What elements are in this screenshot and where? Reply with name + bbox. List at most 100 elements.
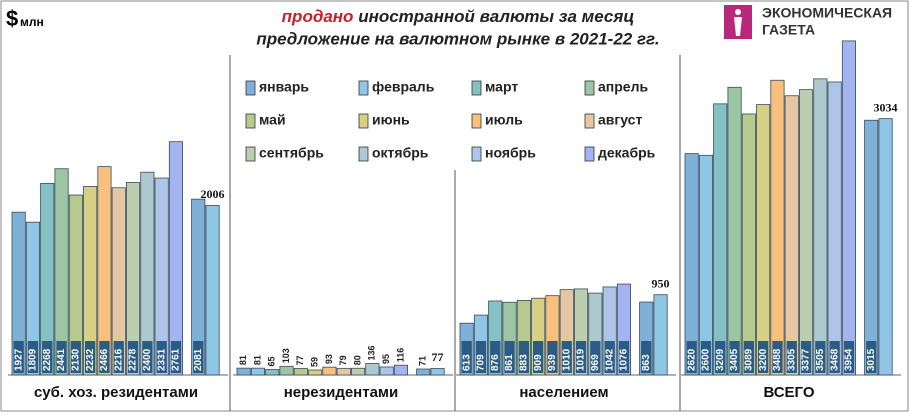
bar (813, 78, 828, 376)
value-label: 883 (518, 354, 529, 371)
value-label: 2081 (193, 348, 204, 371)
subtitle: предложение на валютном рынке в 2021-22 … (256, 29, 659, 48)
value-label-bg (518, 341, 529, 373)
legend-swatch (245, 80, 256, 96)
legend-label: декабрь (598, 145, 656, 161)
value-label: 950 (652, 276, 670, 290)
bar (25, 221, 40, 376)
value-label-bg (866, 341, 877, 373)
value-label: 77 (295, 355, 305, 365)
value-label-bg (686, 341, 697, 373)
title-text: иностранной валюты за месяц (358, 7, 634, 26)
bar (379, 366, 394, 376)
bar (205, 205, 220, 376)
legend-swatch (245, 146, 256, 162)
bar (799, 89, 814, 376)
bar (741, 113, 756, 376)
value-label-bg (604, 341, 615, 373)
value-label: 2600 (701, 348, 712, 371)
legend-swatch (471, 146, 482, 162)
bar (40, 182, 55, 376)
logo-text: ЭКОНОМИЧЕСКАЯ (762, 5, 892, 21)
value-label: 1076 (619, 348, 630, 371)
bar (126, 182, 141, 376)
value-label: 969 (590, 354, 601, 371)
value-label: 2331 (156, 348, 167, 371)
value-label: 2620 (686, 348, 697, 371)
value-label-bg (85, 341, 96, 373)
value-label: 876 (490, 354, 501, 371)
value-label: 59 (310, 357, 320, 367)
value-label: 1809 (28, 348, 39, 371)
value-label: 3089 (743, 348, 754, 371)
value-label-bg (42, 341, 53, 373)
bar (236, 367, 251, 376)
value-label: 2466 (99, 348, 110, 371)
value-label: 95 (381, 354, 391, 364)
value-label: 3377 (801, 348, 812, 371)
value-label-bg (533, 341, 544, 373)
legend-label: март (485, 79, 518, 95)
value-label: 2216 (113, 348, 124, 371)
value-label: 3209 (715, 348, 726, 371)
value-label: 1927 (13, 348, 24, 371)
bar (416, 368, 431, 376)
bar (756, 104, 771, 376)
bar (864, 119, 879, 376)
bar (54, 168, 69, 376)
legend-label: октябрь (372, 145, 429, 161)
value-label: 1010 (561, 348, 572, 371)
value-label-bg (193, 341, 204, 373)
value-label: 93 (324, 354, 334, 364)
value-label-bg (729, 341, 740, 373)
bar (653, 294, 668, 376)
value-label: 3505 (815, 348, 826, 371)
bar (97, 166, 112, 376)
value-label-bg (843, 341, 855, 373)
panel-label: ВСЕГО (763, 384, 814, 401)
value-label: 3034 (874, 100, 898, 114)
legend-swatch (471, 113, 482, 129)
value-label-bg (715, 341, 726, 373)
title: продано иностранной валюты за месяц (282, 7, 635, 26)
logo-icon (735, 9, 741, 15)
legend-swatch (471, 80, 482, 96)
value-label: 81 (252, 355, 262, 365)
title-highlight: продано (282, 7, 354, 26)
value-label: 3305 (786, 348, 797, 371)
value-label-bg (815, 341, 826, 373)
value-label-bg (99, 341, 110, 373)
bar (878, 118, 893, 376)
value-label: 116 (395, 348, 405, 363)
legend-label: апрель (598, 79, 648, 95)
bar (293, 368, 308, 376)
bar (827, 81, 842, 376)
value-label: 77 (432, 350, 444, 364)
legend-label: сентябрь (259, 145, 324, 161)
legend-label: январь (259, 79, 309, 95)
value-label-bg (700, 341, 712, 373)
bar (336, 367, 351, 376)
bar (279, 365, 294, 376)
value-label-bg (127, 341, 139, 373)
value-label: 709 (476, 354, 487, 371)
value-label-bg (829, 341, 840, 373)
value-label-bg (575, 341, 587, 373)
bar (727, 86, 742, 376)
value-label: 2441 (56, 348, 67, 371)
value-label-bg (618, 341, 630, 373)
value-label-bg (743, 341, 754, 373)
bar (154, 177, 169, 376)
bar (83, 185, 98, 376)
panel-label: нерезидентами (284, 384, 399, 401)
legend-swatch (358, 146, 369, 162)
value-label: 861 (504, 354, 515, 371)
value-label: 71 (418, 356, 428, 366)
value-label: 3405 (729, 348, 740, 371)
value-label-bg (13, 341, 24, 373)
unit: млн (20, 15, 44, 29)
value-label: 939 (547, 354, 558, 371)
value-label-bg (800, 341, 812, 373)
bar (111, 187, 126, 376)
